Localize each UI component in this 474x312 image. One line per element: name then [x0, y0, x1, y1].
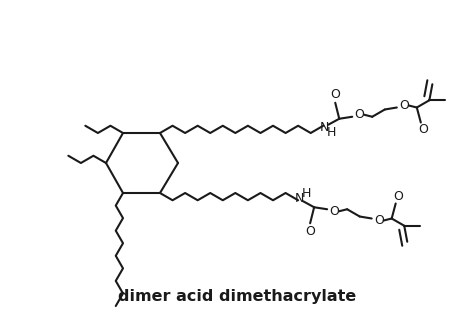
- Text: dimer acid dimethacrylate: dimer acid dimethacrylate: [118, 289, 356, 304]
- Text: O: O: [330, 88, 340, 101]
- Text: O: O: [374, 214, 383, 227]
- Text: O: O: [393, 190, 402, 203]
- Text: H: H: [301, 187, 311, 200]
- Text: O: O: [305, 225, 315, 238]
- Text: N: N: [294, 192, 304, 205]
- Text: O: O: [354, 108, 364, 121]
- Text: H: H: [327, 126, 336, 139]
- Text: O: O: [418, 123, 428, 136]
- Text: N: N: [319, 121, 329, 134]
- Text: O: O: [399, 99, 409, 112]
- Text: O: O: [329, 205, 339, 218]
